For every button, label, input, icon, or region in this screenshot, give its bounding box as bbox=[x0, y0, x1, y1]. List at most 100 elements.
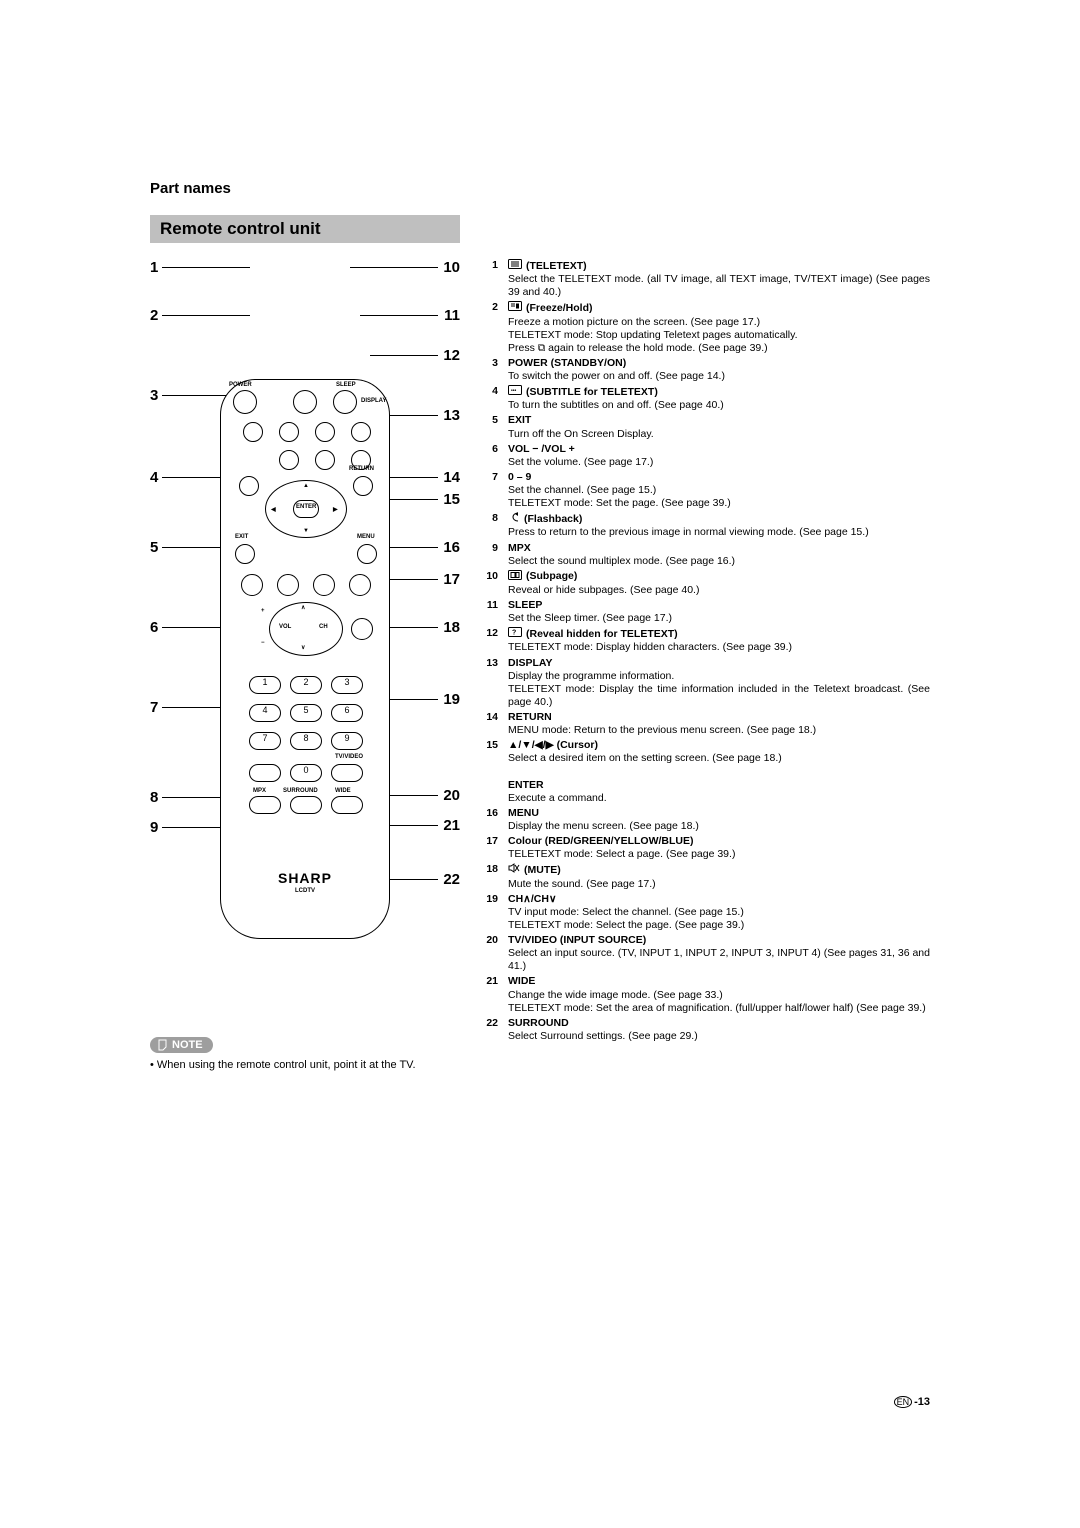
desc-title: RETURN bbox=[508, 711, 552, 724]
desc-body: (Subpage)Reveal or hide subpages. (See p… bbox=[508, 570, 930, 597]
desc-body: (Flashback)Press to return to the previo… bbox=[508, 512, 930, 539]
teletext-icon bbox=[508, 259, 522, 273]
desc-title: (TELETEXT) bbox=[508, 259, 587, 273]
num-3[interactable]: 3 bbox=[331, 676, 363, 694]
desc-title: (Flashback) bbox=[508, 512, 582, 526]
num-7[interactable]: 7 bbox=[249, 732, 281, 750]
mute-button[interactable] bbox=[351, 618, 373, 640]
callout-9: 9 bbox=[150, 819, 158, 836]
callout-3: 3 bbox=[150, 387, 158, 404]
label-tvvideo: TV/VIDEO bbox=[335, 754, 363, 760]
callout-17: 17 bbox=[443, 571, 460, 588]
label-power: POWER bbox=[229, 382, 252, 388]
desc-item: 20 TV/VIDEO (INPUT SOURCE)Select an inpu… bbox=[482, 934, 930, 973]
desc-num: 7 bbox=[482, 471, 508, 510]
subtitle-button[interactable] bbox=[239, 476, 259, 496]
tt-button-a[interactable] bbox=[279, 450, 299, 470]
teletext-button[interactable] bbox=[293, 390, 317, 414]
label-mpx: MPX bbox=[253, 788, 266, 794]
desc-title: ? (Reveal hidden for TELETEXT) bbox=[508, 627, 678, 641]
desc-num: 6 bbox=[482, 443, 508, 469]
desc-title: ••• (SUBTITLE for TELETEXT) bbox=[508, 385, 658, 399]
tt-button-b[interactable] bbox=[315, 450, 335, 470]
desc-item: 16 MENUDisplay the menu screen. (See pag… bbox=[482, 807, 930, 833]
desc-num: 4 bbox=[482, 385, 508, 412]
desc-title: MENU bbox=[508, 807, 539, 820]
callout-6: 6 bbox=[150, 619, 158, 636]
desc-num: 9 bbox=[482, 542, 508, 568]
num-4[interactable]: 4 bbox=[249, 704, 281, 722]
section-title: Part names bbox=[150, 180, 930, 197]
desc-num: 16 bbox=[482, 807, 508, 833]
desc-text: To turn the subtitles on and off. (See p… bbox=[508, 399, 930, 412]
power-button[interactable] bbox=[233, 390, 257, 414]
desc-text: To switch the power on and off. (See pag… bbox=[508, 370, 930, 383]
desc-text: Press ⧉ again to release the hold mode. … bbox=[508, 342, 930, 355]
flashback2-button[interactable] bbox=[249, 764, 281, 782]
desc-item: 13 DISPLAYDisplay the programme informat… bbox=[482, 657, 930, 710]
surround-button[interactable] bbox=[290, 796, 322, 814]
sleep-button[interactable] bbox=[333, 390, 357, 414]
desc-body: ? (Reveal hidden for TELETEXT)TELETEXT m… bbox=[508, 627, 930, 654]
green-button[interactable] bbox=[277, 574, 299, 596]
desc-title: WIDE bbox=[508, 975, 535, 988]
num-0[interactable]: 0 bbox=[290, 764, 322, 782]
desc-num: 11 bbox=[482, 599, 508, 625]
desc-title: VOL − /VOL + bbox=[508, 443, 575, 456]
freeze-button[interactable] bbox=[279, 422, 299, 442]
desc-title: 0 – 9 bbox=[508, 471, 531, 484]
desc-item: 11 SLEEPSet the Sleep timer. (See page 1… bbox=[482, 599, 930, 625]
desc-title: SURROUND bbox=[508, 1017, 569, 1030]
callout-10: 10 bbox=[443, 259, 460, 276]
desc-item: 2 (Freeze/Hold)Freeze a motion picture o… bbox=[482, 301, 930, 355]
desc-num: 3 bbox=[482, 357, 508, 383]
callout-22: 22 bbox=[443, 871, 460, 888]
desc-text: Select the sound multiplex mode. (See pa… bbox=[508, 555, 930, 568]
desc-num: 14 bbox=[482, 711, 508, 737]
tvvideo-button[interactable] bbox=[331, 764, 363, 782]
menu-button[interactable] bbox=[357, 544, 377, 564]
desc-num: 12 bbox=[482, 627, 508, 654]
desc-num: 15 bbox=[482, 739, 508, 805]
desc-body: (TELETEXT)Select the TELETEXT mode. (all… bbox=[508, 259, 930, 299]
page-number: -13 bbox=[914, 1396, 930, 1408]
desc-text: TELETEXT mode: Set the page. (See page 3… bbox=[508, 497, 930, 510]
description-list: 1 (TELETEXT)Select the TELETEXT mode. (a… bbox=[482, 259, 930, 1043]
desc-body: EXITTurn off the On Screen Display. bbox=[508, 414, 930, 440]
desc-item: 9 MPXSelect the sound multiplex mode. (S… bbox=[482, 542, 930, 568]
wide-button[interactable] bbox=[331, 796, 363, 814]
num-2[interactable]: 2 bbox=[290, 676, 322, 694]
num-6[interactable]: 6 bbox=[331, 704, 363, 722]
desc-body: WIDEChange the wide image mode. (See pag… bbox=[508, 975, 930, 1014]
flashback-button[interactable] bbox=[243, 422, 263, 442]
desc-body: TV/VIDEO (INPUT SOURCE)Select an input s… bbox=[508, 934, 930, 973]
num-5[interactable]: 5 bbox=[290, 704, 322, 722]
desc-item: 5 EXITTurn off the On Screen Display. bbox=[482, 414, 930, 440]
blue-button[interactable] bbox=[349, 574, 371, 596]
exit-button[interactable] bbox=[235, 544, 255, 564]
subpage-button[interactable] bbox=[315, 422, 335, 442]
desc-num: 13 bbox=[482, 657, 508, 710]
desc-num: 1 bbox=[482, 259, 508, 299]
num-1[interactable]: 1 bbox=[249, 676, 281, 694]
desc-item: 7 0 – 9Set the channel. (See page 15.)TE… bbox=[482, 471, 930, 510]
label-ch: CH bbox=[319, 624, 328, 630]
desc-text: TELETEXT mode: Display the time informat… bbox=[508, 683, 930, 709]
page-lang: EN bbox=[894, 1396, 913, 1408]
desc-item: 6 VOL − /VOL +Set the volume. (See page … bbox=[482, 443, 930, 469]
desc-body: RETURNMENU mode: Return to the previous … bbox=[508, 711, 930, 737]
num-9[interactable]: 9 bbox=[331, 732, 363, 750]
remote-diagram: 1 2 3 4 5 6 7 8 9 10 11 12 13 14 15 16 1… bbox=[150, 259, 460, 1019]
return-button[interactable] bbox=[353, 476, 373, 496]
red-button[interactable] bbox=[241, 574, 263, 596]
desc-title: MPX bbox=[508, 542, 531, 555]
brand-sub: LCDTV bbox=[221, 888, 389, 894]
display-button[interactable] bbox=[351, 422, 371, 442]
mute-icon bbox=[508, 863, 520, 877]
label-display: DISPLAY bbox=[361, 398, 386, 404]
desc-item: 12? (Reveal hidden for TELETEXT)TELETEXT… bbox=[482, 627, 930, 654]
num-8[interactable]: 8 bbox=[290, 732, 322, 750]
yellow-button[interactable] bbox=[313, 574, 335, 596]
mpx-button[interactable] bbox=[249, 796, 281, 814]
callout-18: 18 bbox=[443, 619, 460, 636]
